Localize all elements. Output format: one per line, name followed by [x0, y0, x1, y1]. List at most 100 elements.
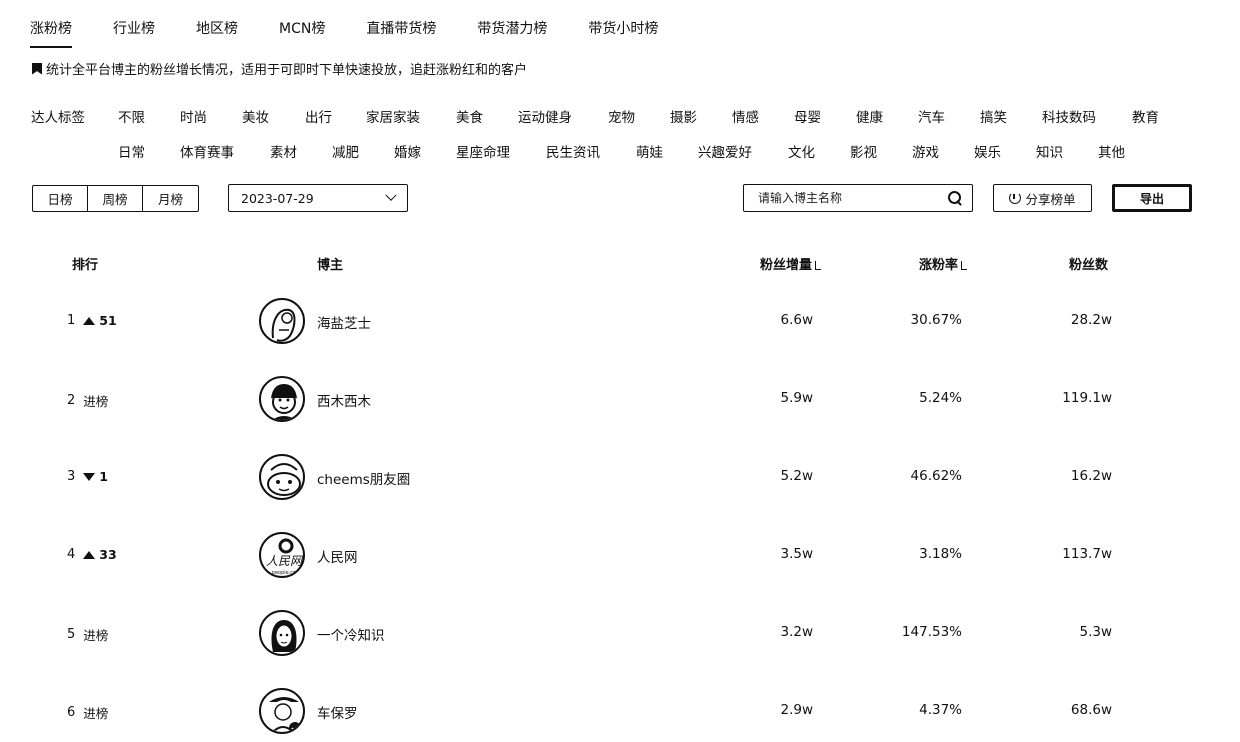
tag-r2-12[interactable]: 娱乐: [974, 145, 1001, 161]
period-monthly[interactable]: 月榜: [157, 192, 183, 207]
tag-r1-13[interactable]: 搞笑: [980, 110, 1007, 126]
tag-r1-4[interactable]: 家居家装: [366, 110, 420, 126]
search-icon[interactable]: [948, 191, 962, 205]
tag-r1-10[interactable]: 母婴: [794, 110, 821, 126]
tab-sales-potential[interactable]: 带货潜力榜: [477, 21, 548, 37]
tab-mcn[interactable]: MCN榜: [279, 21, 326, 37]
date-value: 2023-07-29: [241, 190, 314, 206]
tag-r1-6[interactable]: 运动健身: [518, 110, 572, 126]
rank-number: 5: [67, 627, 76, 642]
blogger-name[interactable]: 人民网: [317, 550, 358, 566]
fans-increase-value: 5.2w: [780, 468, 813, 484]
rank-change: 1: [99, 469, 108, 484]
tag-r2-14[interactable]: 其他: [1098, 145, 1125, 161]
tag-r1-8[interactable]: 摄影: [670, 110, 697, 126]
table-row[interactable]: 4 33 人民网 people.cn 人民网 3.5w 3.18% 113.7w: [0, 516, 1240, 594]
table-row[interactable]: 3 1 cheems朋友圈 5.2w 46.62% 16.2w: [0, 438, 1240, 516]
avatar[interactable]: [259, 610, 305, 656]
table-row[interactable]: 5 进榜 一个冷知识 3.2w 147.53% 5.3w: [0, 594, 1240, 672]
rank-trend: 进榜: [83, 703, 108, 722]
share-label: 分享榜单: [1025, 191, 1076, 207]
column-header-rank: 排行: [72, 258, 99, 273]
blogger-name[interactable]: 西木西木: [317, 394, 371, 410]
column-header-growth-rate[interactable]: 涨粉率: [919, 254, 968, 273]
growth-rate-value: 3.18%: [919, 546, 962, 562]
tag-r1-2[interactable]: 美妆: [242, 110, 269, 126]
tag-r2-8[interactable]: 兴趣爱好: [698, 145, 752, 161]
fans-increase-label: 粉丝增量: [760, 258, 813, 273]
tag-r2-13[interactable]: 知识: [1036, 145, 1063, 161]
avatar[interactable]: [259, 454, 305, 500]
period-daily[interactable]: 日榜: [33, 186, 88, 211]
tag-r2-10[interactable]: 影视: [850, 145, 877, 161]
description-text: 统计全平台博主的粉丝增长情况，适用于可即时下单快速投放，追赶涨粉红和的客户: [46, 63, 528, 78]
tag-r1-9[interactable]: 情感: [732, 110, 759, 126]
rank-down-icon: [83, 472, 96, 481]
table-row[interactable]: 2 进榜 西木西木 5.9w 5.24% 119.1w: [0, 360, 1240, 438]
blogger-name[interactable]: 一个冷知识: [317, 628, 385, 644]
avatar[interactable]: 人民网 people.cn: [259, 532, 305, 578]
tag-r2-1[interactable]: 体育赛事: [180, 145, 234, 161]
sort-icon: [815, 261, 822, 270]
rank-change: 33: [99, 547, 117, 562]
rank-number: 3: [67, 469, 76, 484]
rank-cell: 1 51: [67, 313, 117, 328]
growth-rate-value: 46.62%: [910, 468, 962, 484]
avatar[interactable]: [259, 298, 305, 344]
date-select[interactable]: 2023-07-29: [228, 184, 408, 212]
tag-r1-15[interactable]: 教育: [1132, 110, 1159, 126]
tag-r1-3[interactable]: 出行: [305, 110, 332, 126]
rank-up-icon: [83, 316, 96, 325]
tag-r2-4[interactable]: 婚嫁: [394, 145, 421, 161]
export-button[interactable]: 导出: [1112, 184, 1192, 212]
blogger-name[interactable]: 车保罗: [317, 706, 358, 722]
tag-r1-0[interactable]: 不限: [118, 110, 145, 126]
tag-r1-14[interactable]: 科技数码: [1042, 110, 1096, 126]
tag-r2-2[interactable]: 素材: [270, 145, 297, 161]
tag-r1-7[interactable]: 宠物: [608, 110, 635, 126]
tab-industry[interactable]: 行业榜: [113, 21, 155, 37]
tag-r2-0[interactable]: 日常: [118, 145, 145, 161]
tag-r1-1[interactable]: 时尚: [180, 110, 207, 126]
fans-increase-value: 2.9w: [780, 702, 813, 718]
avatar[interactable]: [259, 376, 305, 422]
column-header-fans-increase[interactable]: 粉丝增量: [760, 254, 822, 273]
tag-r1-5[interactable]: 美食: [456, 110, 483, 126]
rank-trend: 进榜: [83, 391, 108, 410]
rank-number: 2: [67, 393, 76, 408]
blogger-search: [743, 184, 973, 212]
tab-live-sales[interactable]: 直播带货榜: [366, 21, 437, 37]
period-selector: 日榜 周榜 月榜: [32, 185, 199, 212]
tag-r2-6[interactable]: 民生资讯: [546, 145, 600, 161]
rank-new: 进榜: [83, 628, 109, 643]
fans-value: 5.3w: [1079, 624, 1112, 640]
avatar[interactable]: [259, 688, 305, 734]
tab-sales-hourly[interactable]: 带货小时榜: [588, 21, 659, 37]
table-row[interactable]: 6 进榜 车保罗 2.9w 4.37% 68.6w: [0, 672, 1240, 742]
growth-rate-value: 4.37%: [919, 702, 962, 718]
chevron-down-icon: [385, 189, 397, 201]
rank-up-icon: [83, 550, 96, 559]
rank-new: 进榜: [83, 706, 109, 721]
svg-text:人民网: 人民网: [266, 554, 304, 568]
tag-r1-12[interactable]: 汽车: [918, 110, 945, 126]
tag-r2-9[interactable]: 文化: [788, 145, 815, 161]
tag-r2-11[interactable]: 游戏: [912, 145, 939, 161]
period-weekly[interactable]: 周榜: [88, 186, 143, 211]
share-ranking-button[interactable]: 分享榜单: [993, 184, 1092, 212]
tab-fans-growth[interactable]: 涨粉榜: [30, 18, 72, 48]
rank-cell: 2 进榜: [67, 391, 108, 410]
tab-region[interactable]: 地区榜: [196, 21, 238, 37]
fans-value: 16.2w: [1070, 468, 1112, 484]
tag-r1-11[interactable]: 健康: [856, 110, 883, 126]
tag-r2-3[interactable]: 减肥: [332, 145, 359, 161]
blogger-name[interactable]: 海盐芝士: [317, 316, 371, 332]
tag-r2-5[interactable]: 星座命理: [456, 145, 510, 161]
search-input[interactable]: [758, 191, 948, 205]
table-row[interactable]: 1 51 海盐芝士 6.6w 30.67% 28.2w: [0, 282, 1240, 360]
fans-value: 119.1w: [1062, 390, 1112, 406]
blogger-name[interactable]: cheems朋友圈: [317, 472, 411, 488]
rank-number: 6: [67, 705, 76, 720]
growth-rate-value: 5.24%: [919, 390, 962, 406]
tag-r2-7[interactable]: 萌娃: [636, 145, 663, 161]
